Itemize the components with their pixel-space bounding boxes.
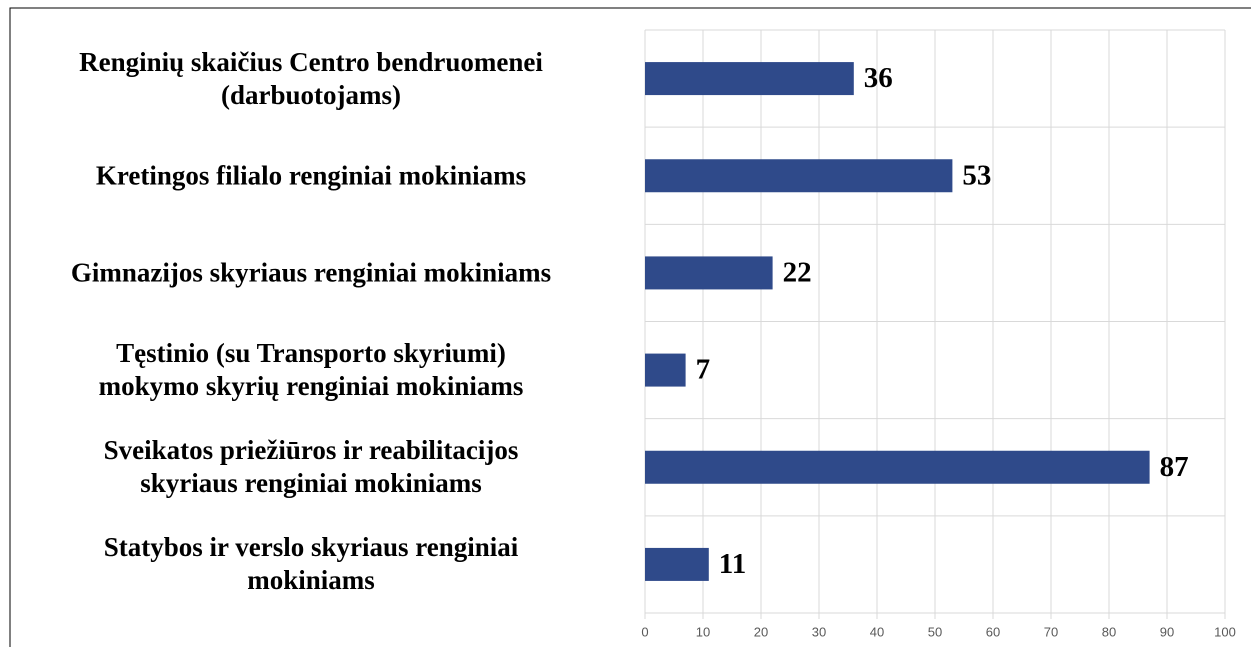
bar: [645, 256, 773, 290]
x-tick-label: 30: [812, 624, 826, 639]
category-label: Kretingos filialo renginiai mokiniams: [95, 160, 527, 191]
x-tick-label: 40: [870, 624, 884, 639]
bar: [645, 159, 953, 193]
data-label: 36: [864, 62, 893, 94]
data-label: 87: [1160, 451, 1189, 483]
x-tick-label: 90: [1160, 624, 1174, 639]
category-label: Statybos ir verslo skyriaus renginiai mo…: [103, 532, 519, 596]
x-tick-label: 50: [928, 624, 942, 639]
bar: [645, 547, 709, 581]
x-tick-label: 80: [1102, 624, 1116, 639]
bar: [645, 353, 686, 387]
data-label: 53: [962, 159, 991, 191]
category-label: Tęstinio (su Transporto skyriumi) mokymo…: [98, 338, 524, 402]
x-tick-label: 0: [641, 624, 648, 639]
x-tick-label: 10: [696, 624, 710, 639]
data-label: 11: [719, 548, 746, 580]
data-label: 7: [696, 354, 711, 386]
x-tick-label: 60: [986, 624, 1000, 639]
category-label: Gimnazijos skyriaus renginiai mokiniams: [70, 257, 552, 288]
category-label: Sveikatos priežiūros ir reabilitacijos s…: [103, 435, 519, 499]
x-tick-label: 70: [1044, 624, 1058, 639]
data-label: 22: [783, 257, 812, 289]
x-tick-label: 20: [754, 624, 768, 639]
chart-border: [9, 7, 1251, 647]
x-tick-label: 100: [1214, 624, 1236, 639]
category-label: Renginių skaičius Centro bendruomenei (d…: [79, 46, 543, 110]
bar: [645, 450, 1150, 484]
bar: [645, 62, 854, 96]
